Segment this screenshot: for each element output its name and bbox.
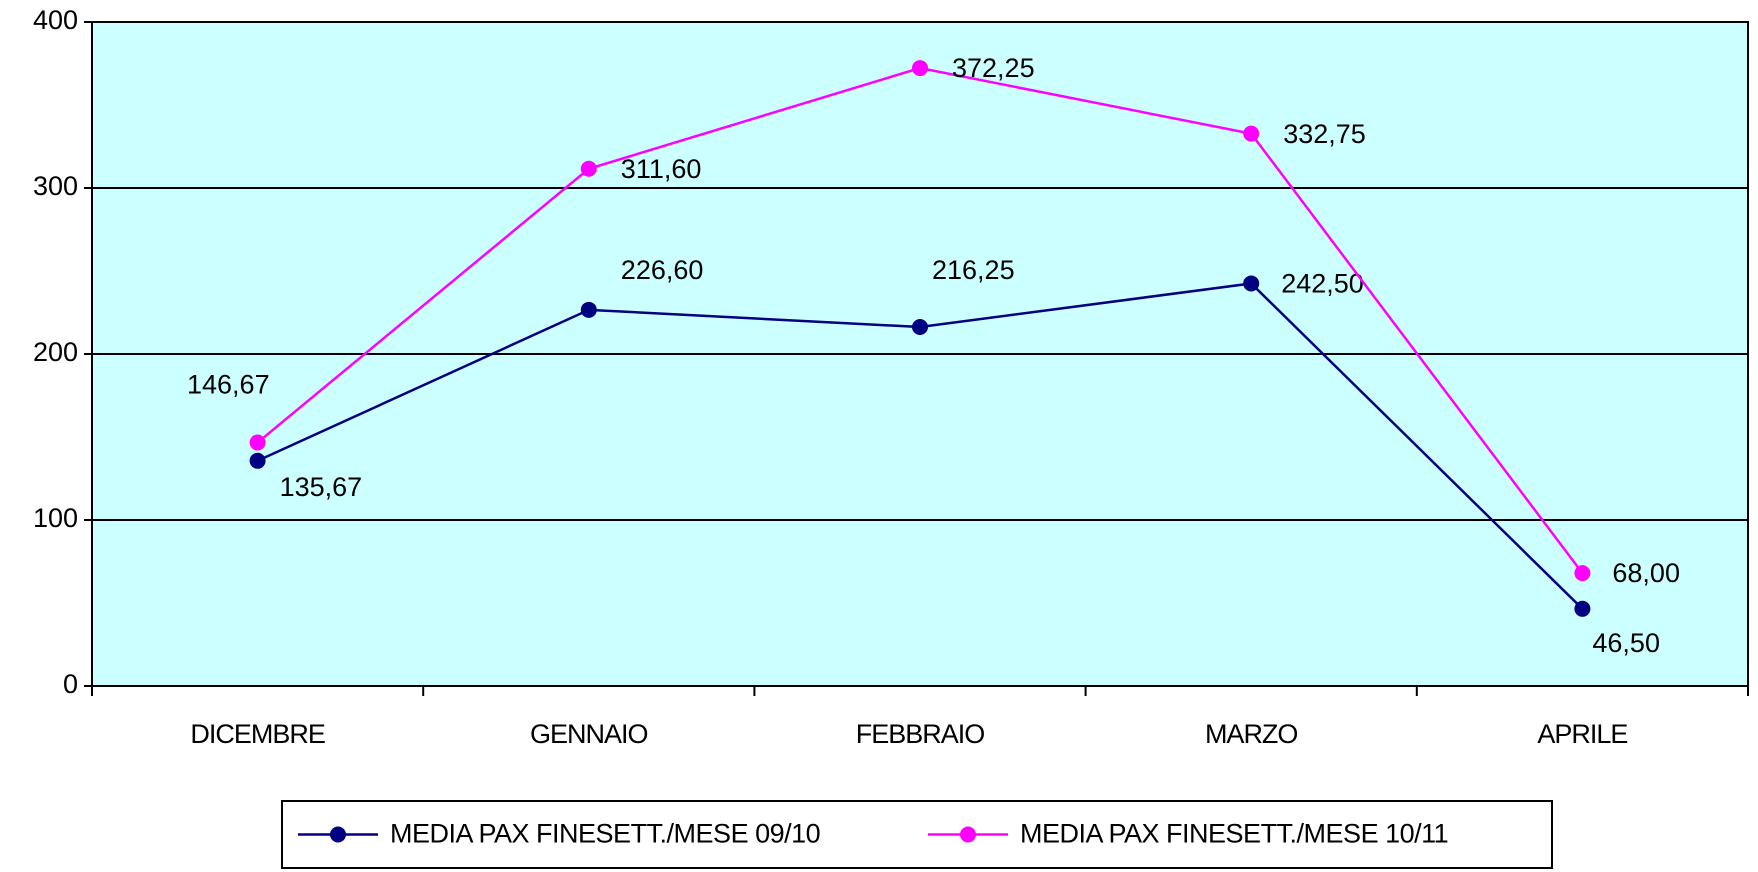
- point: [1243, 275, 1260, 292]
- y-tick-label: 200: [33, 337, 78, 367]
- legend-box: [281, 800, 1553, 869]
- x-tick-label: APRILE: [1537, 719, 1627, 749]
- data-label: 46,50: [1592, 628, 1660, 658]
- data-label: 68,00: [1612, 558, 1680, 588]
- point: [1243, 125, 1260, 142]
- point: [580, 160, 597, 177]
- y-tick-label: 400: [33, 5, 78, 35]
- y-tick-label: 0: [63, 669, 78, 699]
- x-tick-label: MARZO: [1205, 719, 1298, 749]
- legend-marker: [960, 826, 976, 843]
- legend-label: MEDIA PAX FINESETT./MESE 10/11: [1020, 819, 1448, 849]
- y-tick-label: 100: [33, 503, 78, 533]
- data-label: 226,60: [621, 255, 704, 285]
- legend-label: MEDIA PAX FINESETT./MESE 09/10: [390, 819, 820, 849]
- point: [580, 301, 597, 318]
- y-tick-label: 300: [33, 171, 78, 201]
- data-label: 146,67: [187, 370, 270, 400]
- data-label: 311,60: [621, 154, 702, 184]
- x-tick-label: FEBBRAIO: [856, 719, 985, 749]
- point: [912, 60, 928, 77]
- data-label: 332,75: [1283, 119, 1366, 149]
- data-label: 135,67: [280, 472, 363, 502]
- x-tick-label: GENNAIO: [530, 719, 648, 749]
- data-label: 242,50: [1281, 269, 1364, 299]
- point: [1574, 600, 1591, 617]
- point: [249, 452, 266, 469]
- x-tick-label: DICEMBRE: [190, 719, 325, 749]
- point: [912, 319, 928, 336]
- legend-marker: [330, 826, 346, 843]
- point: [1574, 565, 1591, 582]
- data-label: 216,25: [932, 255, 1015, 285]
- point: [249, 434, 266, 451]
- data-label: 372,25: [952, 53, 1035, 83]
